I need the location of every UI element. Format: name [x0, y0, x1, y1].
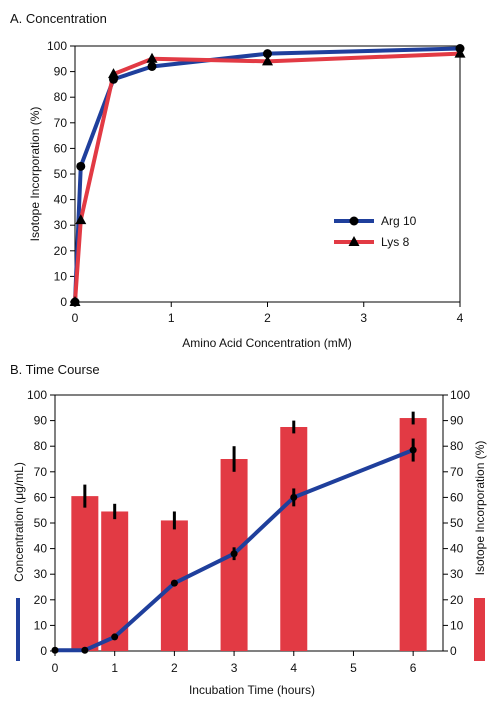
chart-b-title: B. Time Course: [10, 362, 100, 377]
bar: [71, 496, 99, 651]
legend-arg-marker: [349, 216, 359, 226]
x-tick-label: 0: [52, 661, 59, 675]
left-y-tick-label: 10: [34, 618, 48, 632]
series-line-arg-10: [73, 46, 461, 303]
chart-a-title: A. Concentration: [10, 11, 107, 26]
line-data-point: [51, 646, 59, 654]
chart-a-plot-frame: [74, 45, 461, 303]
x-tick-label: 2: [264, 311, 271, 325]
x-tick-label: 3: [360, 311, 367, 325]
chart-b-left-axis-key: [16, 598, 20, 661]
left-y-tick-label: 70: [34, 465, 48, 479]
right-y-tick-label: 20: [450, 593, 464, 607]
right-y-tick-label: 80: [450, 439, 464, 453]
chart-b-bars: [71, 411, 427, 651]
data-point-lys-8: [454, 47, 466, 58]
legend-lys-marker: [348, 236, 360, 246]
chart-a-xlabel: Amino Acid Concentration (mM): [182, 336, 351, 350]
x-tick-label: 6: [410, 661, 417, 675]
left-y-tick-label: 100: [27, 388, 47, 402]
line-data-point: [111, 633, 119, 641]
left-y-tick-label: 30: [34, 567, 48, 581]
chart-a-legend: Arg 10 Lys 8: [334, 214, 417, 249]
line-data-point: [170, 579, 178, 587]
y-tick-label: 10: [54, 269, 68, 283]
chart-a-series: [69, 44, 466, 307]
chart-a-ylabel: Isotope Incorporation (%): [28, 107, 42, 242]
y-tick-label: 60: [54, 141, 68, 155]
line-data-point: [290, 493, 298, 501]
right-y-tick-label: 70: [450, 465, 464, 479]
chart-b-right-axis-key: [474, 598, 485, 661]
right-y-tick-label: 90: [450, 414, 464, 428]
right-y-tick-label: 100: [450, 388, 470, 402]
chart-b-ylabel-left: Concentration (μg/mL): [12, 462, 26, 582]
data-point-arg-10: [263, 49, 272, 59]
left-y-tick-label: 60: [34, 490, 48, 504]
chart-b-ylabel-right: Isotope Incorporation (%): [473, 441, 487, 576]
legend-lys-label: Lys 8: [381, 235, 410, 249]
x-tick-label: 1: [168, 311, 175, 325]
series-line-lys-8: [73, 51, 461, 303]
left-y-tick-label: 90: [34, 414, 48, 428]
right-y-tick-label: 60: [450, 490, 464, 504]
chart-b-left-y-ticks: 0 10 20 30 40 50 60 70 80 90 100: [27, 388, 55, 658]
data-point-lys-8: [262, 55, 273, 66]
y-tick-label: 40: [54, 193, 68, 207]
left-y-tick-label: 20: [34, 593, 48, 607]
chart-a-y-ticks: 0 10 20 30 40 50 60 70 80 90 100: [47, 39, 75, 309]
right-y-tick-label: 40: [450, 542, 464, 556]
data-point-lys-8: [69, 296, 81, 306]
left-y-tick-label: 50: [34, 516, 48, 530]
data-point-lys-8: [75, 214, 87, 225]
left-y-tick-label: 0: [40, 644, 47, 658]
x-tick-label: 1: [111, 661, 118, 675]
line-data-point: [81, 646, 89, 654]
right-y-tick-label: 10: [450, 618, 464, 632]
y-tick-label: 70: [54, 116, 68, 130]
chart-b-line: [51, 438, 417, 654]
left-y-tick-label: 40: [34, 542, 48, 556]
chart-b-right-y-ticks: 0 10 20 30 40 50 60 70 80 90 100: [443, 388, 470, 658]
x-tick-label: 4: [457, 311, 464, 325]
right-y-tick-label: 50: [450, 516, 464, 530]
y-tick-label: 20: [54, 244, 68, 258]
x-tick-label: 2: [171, 661, 178, 675]
legend-arg-label: Arg 10: [381, 214, 417, 228]
line-data-point: [230, 550, 238, 558]
chart-b-xlabel: Incubation Time (hours): [189, 683, 315, 697]
x-tick-label: 0: [72, 311, 79, 325]
y-tick-label: 100: [47, 39, 67, 53]
data-point-arg-10: [76, 161, 86, 171]
y-tick-label: 30: [54, 218, 68, 232]
data-point-lys-8: [146, 52, 158, 63]
x-tick-label: 4: [290, 661, 297, 675]
right-y-tick-label: 0: [450, 644, 457, 658]
bar: [280, 427, 308, 651]
right-y-tick-label: 30: [450, 567, 464, 581]
y-tick-label: 80: [54, 90, 68, 104]
x-tick-label: 5: [350, 661, 357, 675]
line-data-point: [409, 446, 417, 454]
data-point-lys-8: [108, 68, 119, 79]
data-point-arg-10: [147, 61, 157, 71]
y-tick-label: 90: [54, 65, 68, 79]
left-y-tick-label: 80: [34, 439, 48, 453]
x-tick-label: 3: [231, 661, 238, 675]
chart-a: A. Concentration 0102030405060708090100 …: [10, 11, 466, 350]
y-tick-label: 0: [60, 295, 67, 309]
chart-b-x-ticks: 0 1 2 3 4 5 6: [52, 651, 417, 675]
y-tick-label: 50: [54, 167, 68, 181]
chart-a-x-ticks: 0 1 2 3 4: [72, 302, 464, 325]
